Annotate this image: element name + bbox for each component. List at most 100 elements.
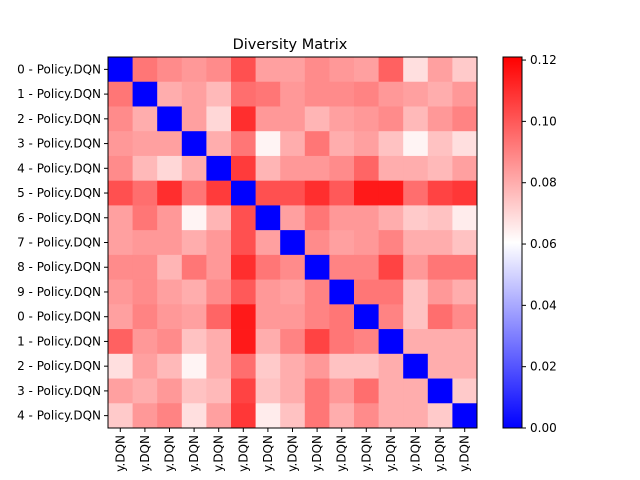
heatmap-cell — [452, 254, 478, 280]
row-label: 5 - Policy.DQN — [17, 186, 101, 200]
row-label: 2 - Policy.DQN — [17, 359, 101, 373]
heatmap-cell — [231, 279, 256, 305]
heatmap-cell — [452, 279, 478, 305]
heatmap-cell — [132, 57, 158, 83]
heatmap-cell — [132, 329, 158, 355]
heatmap-cell — [427, 205, 453, 231]
heatmap-cell — [304, 106, 330, 132]
heatmap-cell — [403, 279, 429, 305]
heatmap-cell — [108, 304, 133, 330]
row-label: 6 - Policy.DQN — [17, 211, 101, 225]
heatmap-cell — [427, 279, 453, 305]
heatmap-cell — [427, 329, 453, 355]
column-label: y.DQN — [286, 435, 300, 472]
heatmap-cell — [132, 353, 158, 379]
heatmap-cell — [255, 403, 281, 429]
heatmap-cell — [132, 254, 158, 280]
column-label: y.DQN — [236, 435, 250, 472]
column-label: y.DQN — [335, 435, 349, 472]
heatmap-cell — [132, 304, 158, 330]
heatmap-cell — [329, 403, 355, 429]
heatmap-cell — [378, 304, 404, 330]
heatmap-cell — [108, 378, 133, 404]
heatmap-cell — [427, 403, 453, 429]
heatmap-cell — [378, 131, 404, 157]
heatmap-cell — [206, 131, 232, 157]
heatmap-cell — [354, 205, 379, 231]
heatmap-cell — [206, 329, 232, 355]
heatmap-cell — [304, 353, 330, 379]
colorbar-tick-label: 0.08 — [530, 176, 557, 190]
heatmap-cell — [157, 205, 183, 231]
heatmap-cell — [452, 230, 478, 256]
heatmap-cell — [452, 57, 478, 83]
heatmap-cell — [108, 205, 133, 231]
heatmap-cell — [108, 81, 133, 107]
heatmap-cell — [354, 378, 379, 404]
heatmap-cell — [181, 378, 207, 404]
heatmap-cell — [157, 403, 183, 429]
column-label: y.DQN — [359, 435, 373, 472]
colorbar-tick-label: 0.10 — [530, 114, 557, 128]
colorbar-tick-label: 0.06 — [530, 237, 557, 251]
heatmap-cell — [206, 180, 232, 206]
column-label: y.DQN — [187, 435, 201, 472]
heatmap-cell — [181, 57, 207, 83]
heatmap-cell — [304, 304, 330, 330]
heatmap-cell — [304, 230, 330, 256]
heatmap-cell — [452, 205, 478, 231]
heatmap-cell — [452, 180, 478, 206]
heatmap-cell — [280, 254, 306, 280]
heatmap-cell — [255, 254, 281, 280]
heatmap-cell — [132, 279, 158, 305]
heatmap-cell — [304, 279, 330, 305]
heatmap-cell — [157, 353, 183, 379]
heatmap-cell — [157, 254, 183, 280]
heatmap-cell — [206, 205, 232, 231]
heatmap-cell — [255, 106, 281, 132]
heatmap-cell — [181, 106, 207, 132]
heatmap-cell — [329, 279, 355, 305]
column-label: y.DQN — [113, 435, 127, 472]
heatmap-cell — [354, 279, 379, 305]
heatmap-cell — [329, 180, 355, 206]
heatmap-cell — [206, 230, 232, 256]
heatmap-cell — [427, 180, 453, 206]
heatmap-cell — [452, 81, 478, 107]
heatmap-cell — [231, 329, 256, 355]
heatmap-cell — [280, 180, 306, 206]
heatmap-cell — [231, 304, 256, 330]
heatmap-cell — [132, 131, 158, 157]
heatmap-cell — [280, 57, 306, 83]
heatmap-cell — [132, 403, 158, 429]
heatmap-cell — [329, 131, 355, 157]
heatmap-cell — [378, 230, 404, 256]
heatmap-cell — [231, 180, 256, 206]
heatmap-cell — [304, 254, 330, 280]
colorbar-tick-label: 0.04 — [530, 298, 557, 312]
heatmap-cell — [181, 304, 207, 330]
heatmap-cell — [427, 106, 453, 132]
heatmap-cell — [280, 403, 306, 429]
heatmap-cell — [403, 329, 429, 355]
column-label: y.DQN — [212, 435, 226, 472]
heatmap-cell — [181, 155, 207, 182]
heatmap-cell — [206, 155, 232, 182]
heatmap-cell — [304, 57, 330, 83]
heatmap-cell — [403, 378, 429, 404]
heatmap-cell — [255, 155, 281, 182]
heatmap-cell — [206, 403, 232, 429]
heatmap-cell — [378, 378, 404, 404]
heatmap-cell — [280, 353, 306, 379]
heatmap-cell — [329, 81, 355, 107]
heatmap-cell — [132, 205, 158, 231]
heatmap-cell — [329, 106, 355, 132]
heatmap-cell — [427, 57, 453, 83]
heatmap-cell — [452, 329, 478, 355]
heatmap-cell — [280, 106, 306, 132]
heatmap-cell — [329, 254, 355, 280]
heatmap-cell — [403, 155, 429, 182]
heatmap-cell — [427, 81, 453, 107]
heatmap-cell — [231, 106, 256, 132]
heatmap-cell — [403, 403, 429, 429]
